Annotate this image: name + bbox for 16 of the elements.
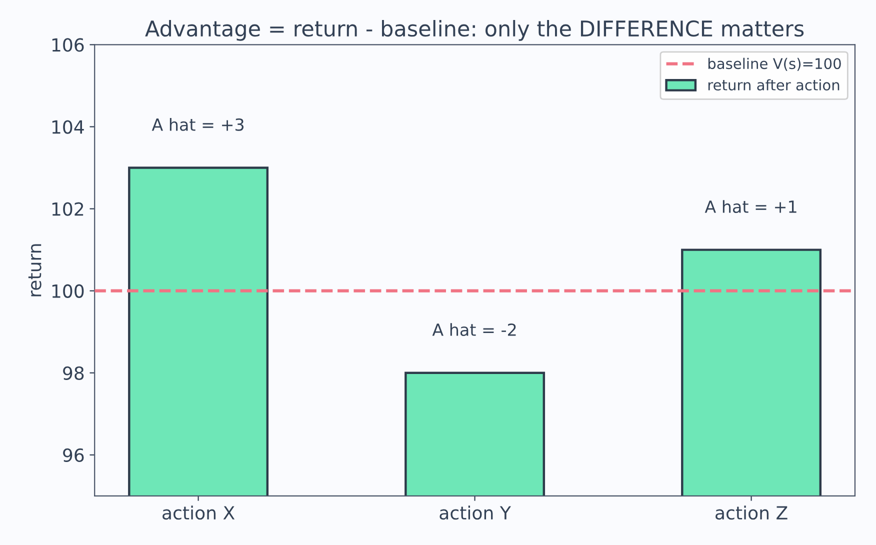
legend-label: baseline V(s)=100 — [708, 58, 841, 71]
y-tick-label: 102 — [52, 202, 84, 216]
annotation: A hat = +3 — [152, 118, 244, 131]
legend-label: return after action — [708, 79, 840, 91]
y-axis-title: return — [28, 244, 42, 296]
x-tick-label: action X — [162, 506, 235, 520]
y-tick-label: 98 — [63, 366, 84, 380]
x-tick-label: action Y — [440, 506, 511, 520]
y-tick-label: 104 — [52, 120, 84, 134]
y-tick-label: 106 — [52, 38, 84, 52]
annotation: A hat = -2 — [432, 323, 516, 336]
chart-title: Advantage = return - baseline: only the DIFFERENCE matters — [145, 20, 804, 41]
y-tick-label: 100 — [52, 284, 84, 298]
y-tick-label: 96 — [63, 448, 84, 462]
x-tick-label: action Z — [716, 506, 788, 520]
annotation: A hat = +1 — [704, 200, 796, 213]
